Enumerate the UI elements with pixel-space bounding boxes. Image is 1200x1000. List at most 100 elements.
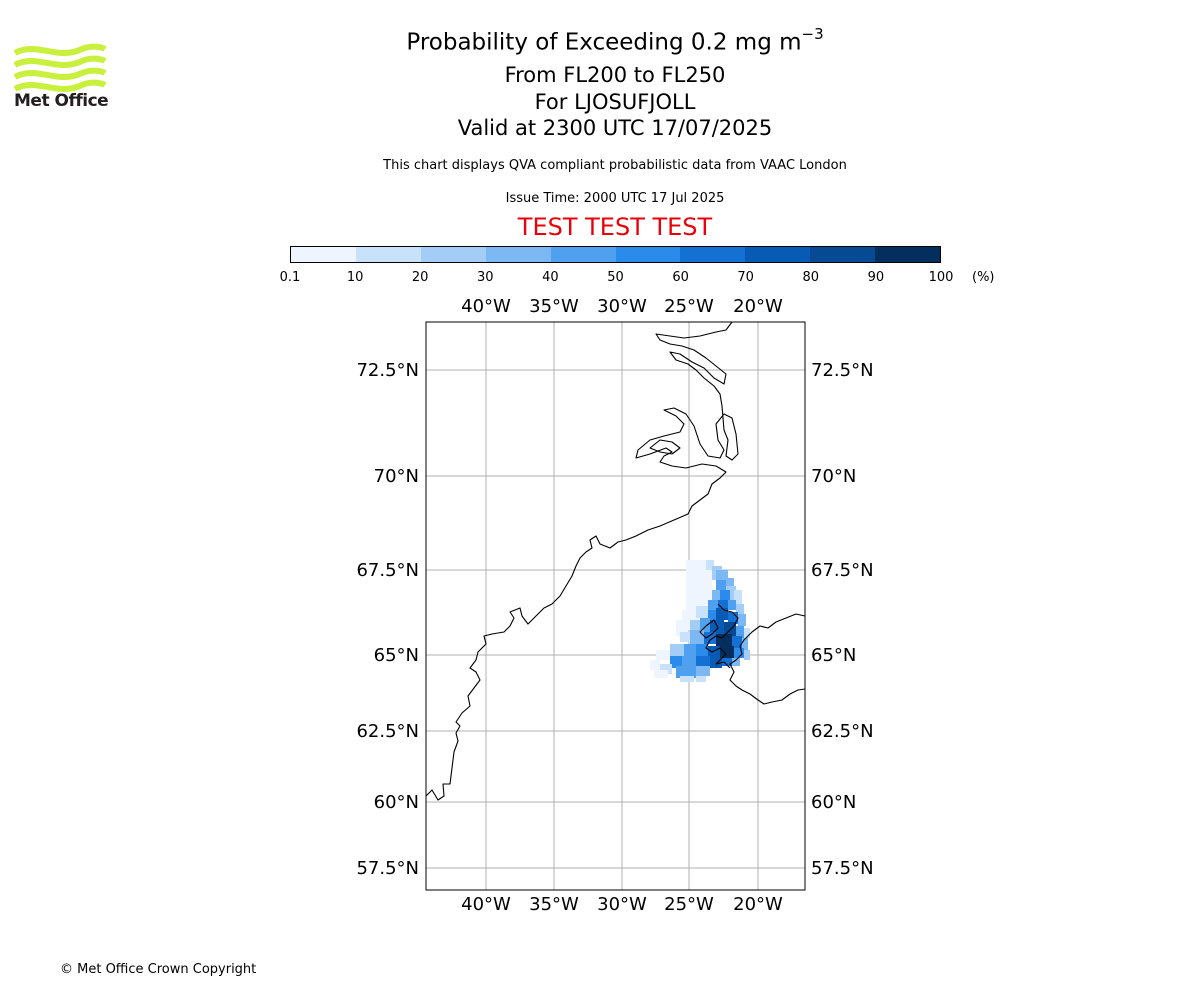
probability-cell: [728, 600, 736, 610]
probability-cell: [682, 656, 696, 668]
longitude-label-top: 25°W: [664, 296, 714, 317]
colorbar-tick-label: 70: [737, 270, 754, 285]
probability-cell: [734, 590, 742, 604]
probability-cell: [670, 644, 684, 656]
latitude-label-left: 70°N: [374, 466, 419, 487]
probability-cell: [676, 666, 696, 678]
probability-cell: [720, 590, 730, 600]
longitude-label-top: 40°W: [461, 296, 511, 317]
colorbar-tick-label: 90: [867, 270, 885, 285]
colorbar: [290, 246, 941, 263]
map-background: [426, 322, 805, 890]
latitude-label-right: 67.5°N: [811, 560, 874, 581]
colorbar-segment: [355, 247, 421, 262]
probability-cell: [704, 632, 716, 644]
reykjanes-coast: [699, 619, 719, 639]
map-frame: [425, 321, 806, 891]
location-subtitle: For LJOSUFJOLL: [534, 90, 696, 114]
probability-cell: [684, 644, 696, 658]
colorbar-tick-label: 30: [477, 270, 494, 285]
latitude-label-right: 57.5°N: [811, 858, 874, 879]
colorbar-segment: [875, 247, 941, 262]
probability-cell: [744, 650, 750, 660]
colorbar-segment: [291, 247, 356, 262]
probability-cell: [696, 606, 708, 618]
probability-cell: [700, 618, 710, 632]
latitude-label-right: 70°N: [811, 466, 856, 487]
latitude-label-left: 60°N: [374, 792, 419, 813]
colorbar-segment: [810, 247, 876, 262]
colorbar-segment: [680, 247, 746, 262]
greenland-coastline: [425, 321, 739, 801]
probability-cell: [736, 604, 744, 614]
longitude-label-bottom: 20°W: [733, 894, 783, 915]
flight-level-subtitle: From FL200 to FL250: [504, 63, 726, 87]
colorbar-tick-label: 60: [672, 270, 689, 285]
longitude-label-bottom: 25°W: [664, 894, 714, 915]
probability-cell: [680, 632, 690, 642]
probability-cell: [680, 676, 694, 682]
disclaimer-text: This chart displays QVA compliant probab…: [383, 158, 847, 173]
probability-cell: [716, 570, 728, 580]
probability-cell: [728, 612, 738, 624]
probability-cell: [716, 580, 726, 590]
probability-cell: [744, 628, 750, 638]
longitude-label-top: 30°W: [597, 296, 647, 317]
probability-cell: [732, 636, 742, 648]
longitude-label-bottom: 35°W: [529, 894, 579, 915]
test-banner: TEST TEST TEST: [517, 213, 713, 241]
probability-cell: [656, 650, 670, 660]
latitude-label-right: 60°N: [811, 792, 856, 813]
colorbar-tick-label: 100: [928, 270, 954, 285]
probability-cell: [732, 658, 740, 666]
probability-cell: [708, 600, 718, 610]
latitude-label-left: 57.5°N: [356, 858, 419, 879]
longitude-label-top: 35°W: [529, 296, 579, 317]
colorbar-tick-label: 40: [542, 270, 559, 285]
snaefellsnes-coast: [705, 603, 739, 669]
probability-cell: [738, 614, 746, 626]
latitude-label-right: 62.5°N: [811, 721, 874, 742]
latitude-label-left: 72.5°N: [356, 360, 419, 381]
colorbar-tick-label: 10: [346, 270, 364, 285]
probability-cell: [654, 670, 668, 678]
probability-cell: [722, 658, 732, 666]
latitude-label-left: 65°N: [374, 645, 419, 666]
probability-cell: [716, 608, 728, 620]
latitude-label-right: 72.5°N: [811, 360, 874, 381]
probability-cell: [718, 600, 728, 610]
iceland-coastline: [729, 613, 806, 705]
colorbar-segment: [745, 247, 811, 262]
probability-cell: [670, 656, 682, 668]
probability-cell: [726, 586, 736, 600]
issue-time: Issue Time: 2000 UTC 17 Jul 2025: [505, 191, 725, 206]
latitude-label-right: 65°N: [811, 645, 856, 666]
probability-cell: [690, 620, 702, 630]
colorbar-segment: [550, 247, 616, 262]
greenland-fjord: [649, 439, 681, 455]
probability-cell: [734, 648, 744, 658]
probability-cell: [650, 660, 660, 670]
colorbar-tick-label: 80: [802, 270, 820, 285]
probability-cell: [696, 644, 708, 656]
longitude-label-bottom: 40°W: [461, 894, 511, 915]
probability-cell: [660, 664, 672, 674]
axis-labels: 40°W 40°W 35°W 35°W 30°W 30°W 25°W 25°W 20°W 20°W…: [356, 296, 873, 915]
colorbar-segment: [420, 247, 486, 262]
colorbar-unit: (%): [972, 270, 995, 285]
coastlines: [425, 321, 806, 801]
probability-cell: [712, 590, 720, 602]
probability-cell: [706, 560, 714, 570]
probability-field: [650, 560, 750, 682]
chart-title: Probability of Exceeding 0.2 mg m−3: [300, 25, 930, 56]
probability-cell: [696, 656, 710, 668]
valid-time-subtitle: Valid at 2300 UTC 17/07/2025: [457, 116, 773, 140]
logo-wordmark: Met Office: [14, 91, 109, 111]
probability-cell: [742, 638, 748, 650]
colorbar-segment: [615, 247, 681, 262]
probability-cell: [710, 658, 722, 668]
probability-cell: [696, 666, 710, 676]
latitude-label-left: 62.5°N: [356, 721, 419, 742]
latitude-label-left: 67.5°N: [356, 560, 419, 581]
